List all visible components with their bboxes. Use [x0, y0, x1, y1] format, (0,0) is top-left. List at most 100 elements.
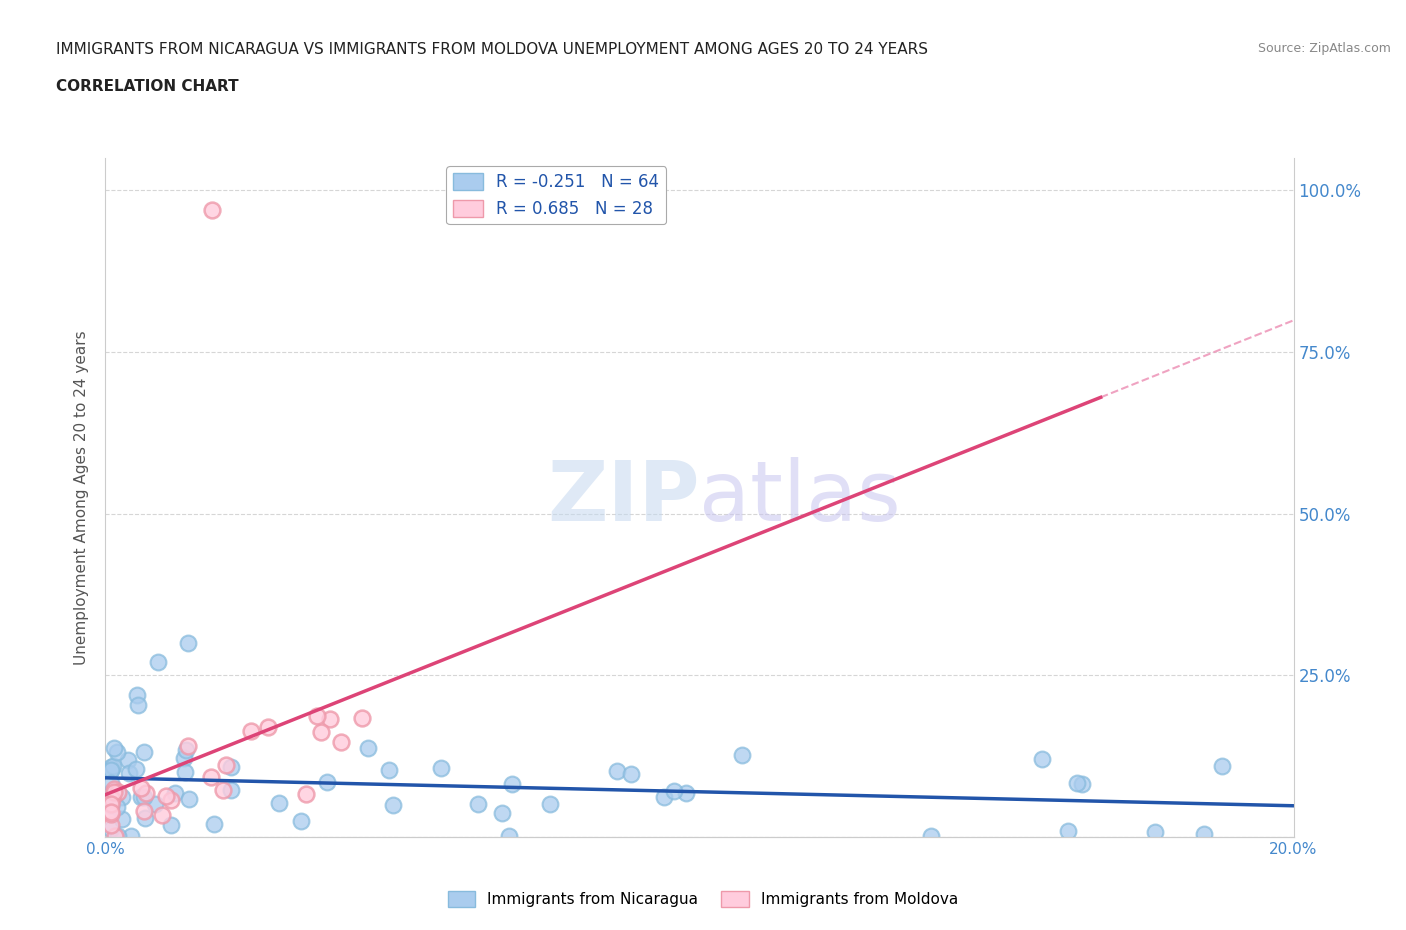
Point [127, 698, 149, 713]
Point [100, 804, 122, 819]
Point [120, 829, 142, 844]
Point [103, 740, 125, 755]
Point [215, 758, 238, 773]
Point [731, 747, 754, 762]
Point [538, 796, 561, 811]
Point [174, 743, 197, 758]
Point [118, 765, 141, 780]
Point [305, 709, 328, 724]
Point [100, 763, 122, 777]
Point [135, 786, 157, 801]
Point [1071, 777, 1094, 791]
Point [100, 760, 122, 775]
Legend: R = -0.251   N = 64, R = 0.685   N = 28: R = -0.251 N = 64, R = 0.685 N = 28 [447, 166, 666, 224]
Point [132, 744, 155, 759]
Point [160, 792, 183, 807]
Point [177, 635, 200, 650]
Point [143, 796, 166, 811]
Point [319, 711, 342, 726]
Point [159, 817, 181, 832]
Point [100, 796, 122, 811]
Point [1194, 827, 1216, 842]
Point [377, 763, 399, 777]
Point [1143, 825, 1166, 840]
Text: ZIP: ZIP [547, 457, 700, 538]
Point [100, 806, 122, 821]
Point [103, 784, 125, 799]
Point [100, 762, 122, 777]
Point [100, 817, 122, 832]
Point [664, 784, 686, 799]
Point [155, 789, 177, 804]
Point [150, 807, 173, 822]
Point [429, 761, 451, 776]
Point [107, 829, 129, 844]
Point [111, 790, 134, 804]
Point [107, 785, 129, 800]
Point [132, 790, 155, 804]
Point [498, 829, 520, 844]
Point [382, 797, 405, 812]
Point [165, 786, 187, 801]
Point [329, 735, 352, 750]
Point [212, 783, 235, 798]
Point [467, 797, 489, 812]
Point [1056, 823, 1078, 838]
Point [125, 761, 148, 776]
Point [295, 787, 318, 802]
Point [257, 719, 280, 734]
Point [117, 752, 139, 767]
Point [920, 829, 942, 844]
Point [1211, 758, 1233, 773]
Point [101, 791, 124, 806]
Point [179, 791, 201, 806]
Point [176, 738, 198, 753]
Text: Source: ZipAtlas.com: Source: ZipAtlas.com [1258, 42, 1392, 55]
Point [111, 812, 134, 827]
Point [105, 785, 128, 800]
Point [174, 764, 197, 779]
Point [100, 776, 122, 790]
Point [101, 759, 124, 774]
Point [652, 790, 675, 804]
Point [105, 799, 128, 814]
Point [290, 814, 312, 829]
Point [105, 744, 128, 759]
Point [132, 804, 155, 818]
Point [100, 785, 122, 800]
Point [219, 760, 242, 775]
Point [100, 796, 122, 811]
Point [200, 770, 222, 785]
Point [350, 711, 373, 725]
Point [201, 203, 224, 218]
Point [309, 724, 332, 739]
Point [501, 777, 523, 791]
Point [357, 741, 380, 756]
Text: atlas: atlas [700, 457, 901, 538]
Point [127, 687, 149, 702]
Point [606, 764, 628, 778]
Point [620, 767, 643, 782]
Point [202, 817, 225, 831]
Legend: Immigrants from Nicaragua, Immigrants from Moldova: Immigrants from Nicaragua, Immigrants fr… [441, 884, 965, 913]
Point [100, 799, 122, 814]
Point [104, 829, 127, 844]
Point [129, 789, 152, 804]
Point [219, 782, 242, 797]
Point [491, 805, 513, 820]
Point [103, 781, 125, 796]
Point [129, 780, 152, 795]
Point [173, 751, 195, 766]
Point [675, 786, 697, 801]
Text: CORRELATION CHART: CORRELATION CHART [56, 79, 239, 94]
Point [100, 821, 122, 836]
Text: IMMIGRANTS FROM NICARAGUA VS IMMIGRANTS FROM MOLDOVA UNEMPLOYMENT AMONG AGES 20 : IMMIGRANTS FROM NICARAGUA VS IMMIGRANTS … [56, 42, 928, 57]
Point [267, 795, 290, 810]
Point [1031, 751, 1053, 766]
Point [316, 775, 339, 790]
Point [1066, 776, 1088, 790]
Point [148, 655, 170, 670]
Y-axis label: Unemployment Among Ages 20 to 24 years: Unemployment Among Ages 20 to 24 years [75, 330, 90, 665]
Point [240, 724, 263, 738]
Point [134, 810, 156, 825]
